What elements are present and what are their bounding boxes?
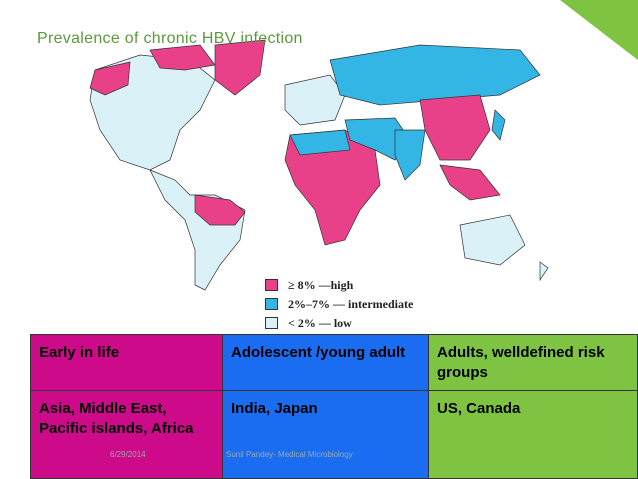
- slide-title: Prevalence of chronic HBV infection: [37, 30, 303, 47]
- legend-swatch: [265, 279, 278, 291]
- table-cell: India, Japan: [222, 390, 429, 479]
- legend-swatch: [265, 317, 278, 329]
- legend-item: < 2% — low: [288, 316, 352, 330]
- table-cell: Early in life: [30, 334, 223, 391]
- legend-swatch: [265, 298, 278, 310]
- table-cell: US, Canada: [428, 390, 638, 479]
- table-cell: Adolescent /young adult: [222, 334, 429, 391]
- table-cell: Asia, Middle East, Pacific islands, Afri…: [30, 390, 223, 479]
- legend-item: ≥ 8% —high: [288, 278, 354, 292]
- footer-date: 6/29/2014: [110, 450, 146, 459]
- table-cell: Adults, welldefined risk groups: [428, 334, 638, 391]
- legend-item: 2%–7% — intermediate: [288, 297, 414, 311]
- footer-author: Sunil Pandey- Medical Microbiology: [226, 450, 353, 459]
